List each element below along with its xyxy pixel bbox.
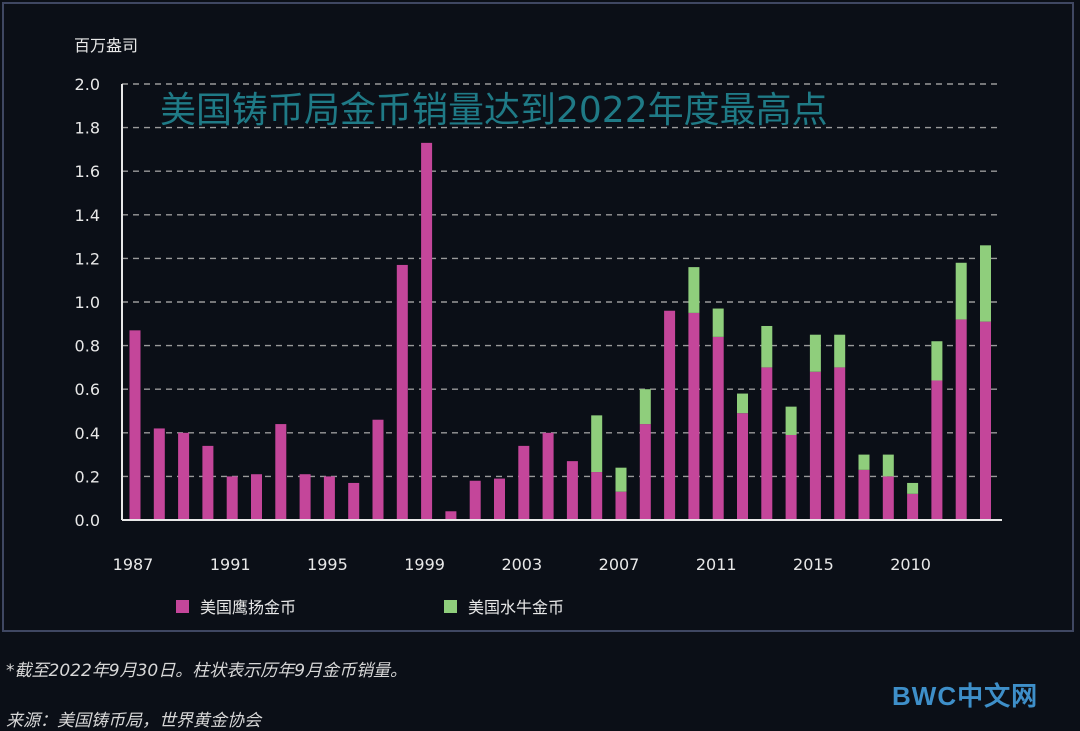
bar-eagle (178, 432, 190, 520)
bar-eagle (688, 312, 700, 520)
y-tick-label: 0.6 (75, 380, 100, 399)
bar-eagle (226, 476, 238, 520)
chart-frame (2, 2, 1074, 632)
bar-eagle (809, 371, 821, 520)
bar-buffalo (882, 454, 894, 477)
bar-eagle (251, 474, 262, 520)
bar-eagle (955, 319, 967, 520)
x-tick-label: 1991 (210, 555, 251, 574)
bar-eagle (907, 493, 919, 520)
footnote: *截至2022年9月30日。柱状表示历年9月金币销量。 (6, 661, 408, 681)
x-tick-label: 1995 (307, 555, 348, 574)
x-tick-label: 2003 (501, 555, 542, 574)
bar-eagle (737, 413, 748, 520)
y-tick-label: 0.8 (75, 337, 100, 356)
legend-label: 美国鹰扬金币 (200, 598, 296, 617)
legend-label: 美国水牛金币 (468, 598, 564, 617)
bar-buffalo (858, 454, 870, 470)
watermark: BWC中文网 (892, 681, 1039, 711)
bar-eagle (542, 432, 554, 520)
bar-eagle (712, 336, 724, 520)
bar-eagle (348, 482, 360, 520)
x-tick-label: 2010 (890, 555, 931, 574)
bar-eagle (882, 476, 894, 520)
bar-buffalo (809, 334, 821, 372)
bar-buffalo (834, 334, 846, 368)
y-tick-label: 0.0 (75, 511, 100, 530)
y-tick-label: 1.4 (75, 206, 100, 225)
bar-eagle (129, 330, 141, 520)
x-tick-label: 2011 (696, 555, 737, 574)
bar-eagle (834, 367, 846, 520)
y-tick-label: 0.2 (75, 467, 100, 486)
bar-eagle (275, 424, 287, 520)
bar-buffalo (761, 325, 773, 368)
y-tick-label: 1.6 (75, 162, 100, 181)
bar-eagle (396, 264, 408, 520)
y-tick-label: 2.0 (75, 75, 100, 94)
bar-eagle (566, 461, 578, 520)
bar-buffalo (931, 341, 943, 381)
bar-buffalo (907, 482, 919, 494)
bar-buffalo (688, 267, 700, 313)
bar-buffalo (615, 467, 627, 492)
bar-eagle (591, 472, 603, 520)
legend: 美国鹰扬金币 美国水牛金币 (176, 598, 564, 617)
bar-eagle (664, 310, 676, 520)
bar-buffalo (591, 415, 603, 473)
bar-eagle (299, 474, 311, 520)
bar-eagle (494, 478, 505, 520)
bar-chart: 0.0 0.2 0.4 0.6 0.8 1.0 1.2 1.4 1.6 1.8 2.0 1987 199… (74, 36, 1002, 617)
bar-buffalo (712, 308, 724, 337)
y-tick-label: 0.4 (75, 424, 100, 443)
bar-eagle (372, 419, 384, 520)
y-tick-label: 1.0 (75, 293, 100, 312)
x-tick-label: 2007 (599, 555, 640, 574)
bar-eagle (421, 142, 433, 521)
bar-eagle (469, 480, 481, 520)
bar-eagle (639, 424, 651, 520)
source-note: 来源：美国铸币局，世界黄金协会 (6, 711, 261, 731)
y-tick-label: 1.8 (75, 119, 100, 138)
legend-swatch (444, 600, 457, 613)
bars (129, 142, 991, 521)
bar-buffalo (737, 393, 748, 414)
bar-eagle (202, 445, 214, 520)
bar-eagle (153, 428, 165, 520)
bar-eagle (785, 434, 797, 520)
bar-buffalo (639, 389, 651, 425)
bar-eagle (858, 469, 870, 520)
bar-eagle (518, 445, 530, 520)
bar-eagle (980, 321, 991, 520)
x-tick-label: 2015 (793, 555, 834, 574)
bar-eagle (931, 380, 943, 520)
legend-swatch (176, 600, 189, 613)
chart-title: 美国铸币局金币销量达到2022年度最高点 (160, 90, 828, 131)
gridlines (122, 83, 1002, 478)
bar-eagle (615, 491, 627, 520)
bar-eagle (445, 511, 457, 520)
y-tick-label: 1.2 (75, 249, 100, 268)
bar-eagle (323, 476, 335, 520)
bar-buffalo (980, 245, 991, 322)
bar-buffalo (955, 262, 967, 320)
y-axis-label: 百万盎司 (74, 36, 138, 55)
x-tick-label: 1987 (113, 555, 154, 574)
bar-eagle (761, 367, 773, 520)
axes: 0.0 0.2 0.4 0.6 0.8 1.0 1.2 1.4 1.6 1.8 2.0 1987 199… (75, 75, 1002, 574)
bar-buffalo (785, 406, 797, 435)
x-tick-label: 1999 (404, 555, 445, 574)
